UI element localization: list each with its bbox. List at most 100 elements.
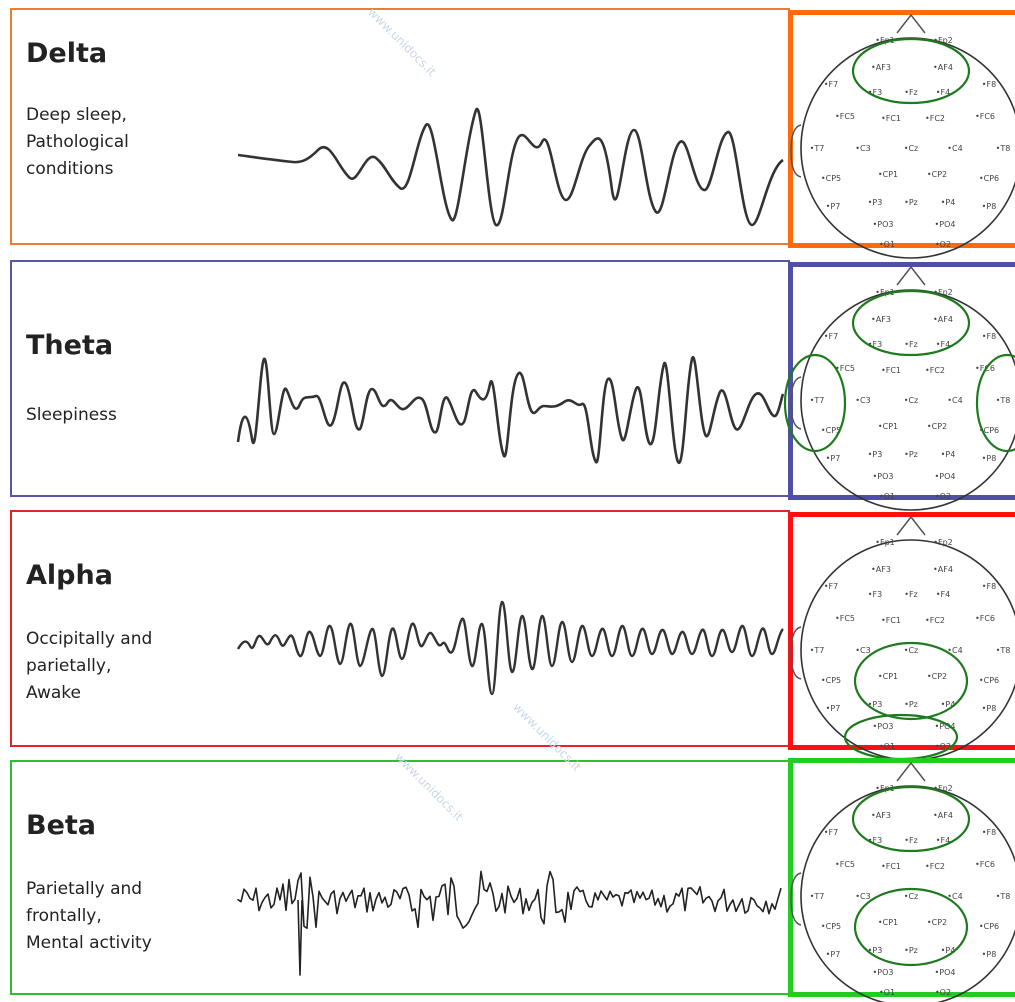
alpha-band-frame [10, 510, 790, 747]
electrode-label: •CP6 [979, 922, 999, 931]
electrode-label: •PO4 [935, 968, 956, 977]
electrode-label: •O1 [879, 492, 895, 501]
theta-electrode-map: •Fp1 •Fp2 •AF3 •AF4 •F7 •F3 •Fz •F4 •F8 •FC5 •FC1 •… [783, 262, 1015, 511]
electrode-label: •T8 [996, 144, 1011, 153]
electrode-label: •F3 [868, 590, 882, 599]
alpha-description: Occipitally and parietally, Awake [26, 629, 153, 703]
electrode-label: •CP2 [927, 672, 947, 681]
parietal-region-highlight [853, 641, 969, 721]
electrode-label: •Cz [904, 892, 919, 901]
nose [896, 13, 926, 34]
electrode-label: •P7 [826, 950, 841, 959]
electrode-label: •P8 [982, 202, 997, 211]
beta-description: Parietally and frontally, Mental activit… [26, 879, 152, 953]
alpha-waveform [236, 600, 784, 696]
electrode-label: •F7 [824, 828, 838, 837]
electrode-label: •FC2 [925, 862, 945, 871]
electrode-label: •AF4 [933, 315, 953, 324]
alpha-panel: Alpha Occipitally and parietally, Awake … [0, 502, 1015, 761]
theta-head-diagram: •Fp1 •Fp2 •AF3 •AF4 •F7 •F3 •Fz •F4 •F8 •FC5 •FC1 •… [783, 265, 1015, 511]
electrode-label: •P7 [826, 202, 841, 211]
left-ear [790, 124, 802, 178]
electrode-label: •F8 [982, 828, 996, 837]
electrode-label: •FC6 [975, 614, 995, 623]
electrode-label: •P3 [868, 946, 883, 955]
beta-title: Beta [26, 810, 97, 841]
electrode-label: •P3 [868, 450, 883, 459]
delta-electrode-map: •Fp1 •Fp2 •AF3 •AF4 •F7 •F3 •Fz •F4 •F8 •FC5 •FC1 •… [788, 10, 1015, 259]
electrode-label: •C4 [947, 892, 962, 901]
electrode-label: •Pz [904, 198, 918, 207]
electrode-label: •AF3 [871, 811, 891, 820]
electrode-label: •F8 [982, 332, 996, 341]
electrode-label: •C3 [855, 646, 870, 655]
delta-description: Deep sleep, Pathological conditions [26, 105, 129, 179]
electrode-label: •Fp1 [875, 784, 895, 793]
electrode-label: •CP5 [821, 922, 841, 931]
electrode-label: •T7 [810, 396, 825, 405]
electrode-label: •Cz [904, 646, 919, 655]
electrode-label: •C4 [947, 396, 962, 405]
electrode-label: •Fz [904, 340, 918, 349]
electrode-label: •F4 [936, 590, 950, 599]
frontal-region-highlight [851, 289, 971, 357]
beta-panel: Beta Parietally and frontally, Mental ac… [0, 752, 1015, 1002]
electrode-label: •C4 [947, 646, 962, 655]
electrode-label: •Fp1 [875, 538, 895, 547]
electrode-label: •FC5 [835, 364, 855, 373]
left-ear [790, 376, 802, 430]
electrode-label: •P7 [826, 704, 841, 713]
electrode-label: •F8 [982, 80, 996, 89]
theta-description: Sleepiness [26, 405, 117, 425]
electrode-label: •Cz [904, 144, 919, 153]
electrode-label: •FC5 [835, 112, 855, 121]
electrode-label: •F3 [868, 88, 882, 97]
electrode-label: •CP1 [878, 672, 898, 681]
electrode-label: •O2 [935, 988, 951, 997]
electrode-label: •FC5 [835, 614, 855, 623]
electrode-label: •T8 [996, 646, 1011, 655]
electrode-label: •Pz [904, 700, 918, 709]
electrode-label: •FC1 [881, 862, 901, 871]
electrode-label: •C4 [947, 144, 962, 153]
delta-panel: Delta Deep sleep, Pathological condition… [0, 0, 1015, 259]
alpha-title: Alpha [26, 560, 113, 591]
delta-head-diagram: •Fp1 •Fp2 •AF3 •AF4 •F7 •F3 •Fz •F4 •F8 •FC5 •FC1 •… [790, 13, 1015, 259]
electrode-label: •C3 [855, 144, 870, 153]
electrode-label: •F4 [936, 836, 950, 845]
electrode-label: •FC1 [881, 366, 901, 375]
electrode-label: •PO3 [873, 220, 894, 229]
electrode-label: •P3 [868, 700, 883, 709]
electrode-label: •P8 [982, 454, 997, 463]
electrode-label: •AF3 [871, 315, 891, 324]
electrode-label: •AF4 [933, 565, 953, 574]
electrode-label: •FC2 [925, 114, 945, 123]
electrode-label: •O2 [935, 240, 951, 249]
left-ear [790, 872, 802, 926]
electrode-label: •FC1 [881, 616, 901, 625]
electrode-label: •FC2 [925, 616, 945, 625]
frontal-region-highlight [851, 785, 971, 853]
electrode-label: •O1 [879, 988, 895, 997]
beta-electrode-map: •Fp1 •Fp2 •AF3 •AF4 •F7 •F3 •Fz •F4 •F8 •FC5 •FC1 •… [788, 758, 1015, 1002]
electrode-label: •P8 [982, 704, 997, 713]
electrode-label: •PO4 [935, 472, 956, 481]
beta-band-frame [10, 760, 790, 995]
electrode-label: •O2 [935, 492, 951, 501]
nose [896, 515, 926, 536]
alpha-head-diagram: •Fp1 •Fp2 •AF3 •AF4 •F7 •F3 •Fz •F4 •F8 •FC5 •FC1 •… [790, 515, 1015, 761]
electrode-label: •P4 [941, 198, 956, 207]
electrode-label: •FC6 [975, 112, 995, 121]
electrode-label: •P4 [941, 700, 956, 709]
electrode-label: •CP1 [878, 918, 898, 927]
nose [896, 761, 926, 782]
electrode-label: •FC6 [975, 860, 995, 869]
beta-waveform [237, 870, 782, 976]
electrode-label: •F8 [982, 582, 996, 591]
electrode-label: •PO3 [873, 472, 894, 481]
electrode-label: •T7 [810, 892, 825, 901]
electrode-label: •PO4 [935, 722, 956, 731]
delta-title: Delta [26, 38, 108, 69]
electrode-label: •Fp1 [875, 288, 895, 297]
electrode-label: •CP5 [821, 676, 841, 685]
